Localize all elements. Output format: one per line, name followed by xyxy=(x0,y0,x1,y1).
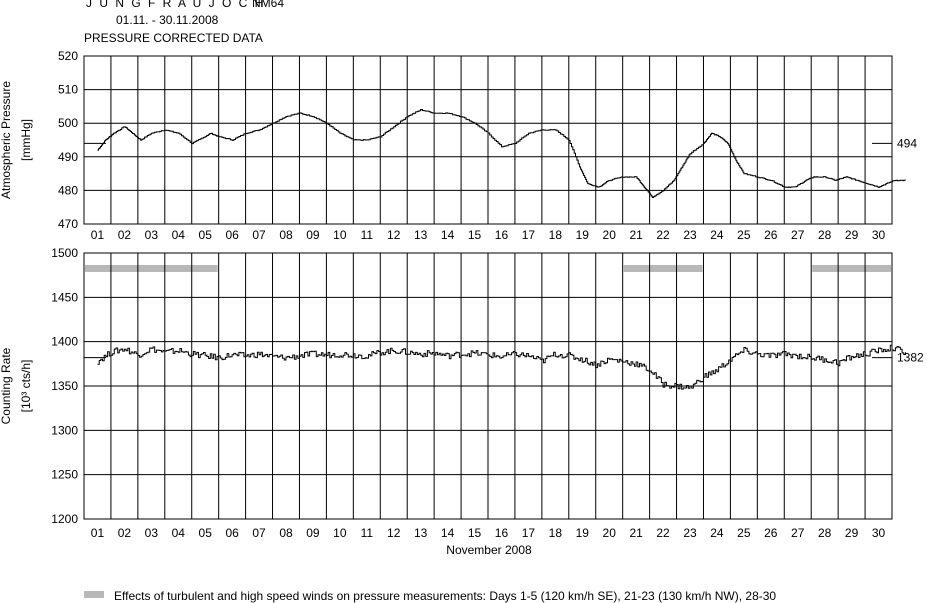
reference-value-label: 1382 xyxy=(897,351,924,365)
x-tick-label: 24 xyxy=(710,228,724,242)
station-name: J U N G F R A U J O C H xyxy=(86,0,266,10)
y-tick-label: 520 xyxy=(58,49,78,63)
x-tick-label: 09 xyxy=(306,228,320,242)
x-tick-label: 05 xyxy=(199,228,213,242)
x-tick-label: 24 xyxy=(710,526,724,540)
series-line xyxy=(97,109,906,198)
x-tick-label: 01 xyxy=(91,526,105,540)
y-tick-label: 1500 xyxy=(51,246,78,260)
x-tick-label: 07 xyxy=(252,526,266,540)
x-tick-label: 19 xyxy=(576,228,590,242)
x-tick-label: 11 xyxy=(361,228,374,242)
y-tick-label: 470 xyxy=(58,217,78,231)
x-tick-label: 20 xyxy=(603,526,617,540)
x-tick-label: 07 xyxy=(252,228,266,242)
x-tick-label: 20 xyxy=(603,228,617,242)
x-tick-label: 08 xyxy=(279,526,293,540)
x-tick-label: 04 xyxy=(172,526,186,540)
x-tick-label: 02 xyxy=(118,526,132,540)
x-tick-label: 29 xyxy=(845,526,859,540)
x-tick-label: 28 xyxy=(818,228,832,242)
month-label: November 2008 xyxy=(446,543,532,557)
x-tick-label: 21 xyxy=(629,526,643,540)
x-tick-label: 29 xyxy=(845,228,859,242)
x-tick-label: 03 xyxy=(145,526,159,540)
x-tick-label: 25 xyxy=(737,228,751,242)
x-tick-label: 23 xyxy=(683,526,697,540)
x-tick-label: 27 xyxy=(791,228,805,242)
y-axis-label: Counting Rate xyxy=(0,347,13,424)
chart-subtitle: PRESSURE CORRECTED DATA xyxy=(84,31,263,45)
x-tick-label: 25 xyxy=(737,526,751,540)
x-tick-label: 18 xyxy=(549,228,563,242)
series-line xyxy=(97,344,906,390)
y-tick-label: 1400 xyxy=(51,335,78,349)
legend-swatch xyxy=(84,591,104,598)
x-tick-label: 04 xyxy=(172,228,186,242)
y-tick-label: 1300 xyxy=(51,423,78,437)
x-tick-label: 11 xyxy=(361,526,374,540)
x-tick-label: 14 xyxy=(441,228,455,242)
x-tick-label: 16 xyxy=(495,228,509,242)
counting-rate-chart: 1200 1250 1300 1350 1400 1450 1500 01 02 03 04 05 06… xyxy=(0,246,924,540)
y-tick-label: 480 xyxy=(58,183,78,197)
x-tick-label: 30 xyxy=(872,228,886,242)
x-tick-label: 26 xyxy=(764,228,778,242)
x-tick-label: 26 xyxy=(764,526,778,540)
x-tick-label: 30 xyxy=(872,526,886,540)
x-tick-label: 09 xyxy=(306,526,320,540)
x-tick-label: 03 xyxy=(145,228,159,242)
y-axis-label: Atmospheric Pressure xyxy=(0,81,13,199)
x-tick-label: 22 xyxy=(656,526,670,540)
x-tick-label: 17 xyxy=(522,228,536,242)
x-tick-label: 01 xyxy=(91,228,105,242)
x-tick-label: 02 xyxy=(118,228,132,242)
y-axis-unit: [mmHg] xyxy=(19,119,33,161)
x-tick-label: 10 xyxy=(333,526,347,540)
x-tick-label: 10 xyxy=(333,228,347,242)
y-tick-label: 1450 xyxy=(51,290,78,304)
x-tick-label: 05 xyxy=(199,526,213,540)
x-tick-label: 15 xyxy=(468,228,482,242)
date-range: 01.11. - 30.11.2008 xyxy=(116,13,219,27)
monitor-name: NM64 xyxy=(252,0,285,10)
legend-text: Effects of turbulent and high speed wind… xyxy=(114,589,776,603)
y-tick-label: 1250 xyxy=(51,468,78,482)
reference-value-label: 494 xyxy=(897,136,917,150)
x-tick-label: 12 xyxy=(387,526,401,540)
x-tick-label: 16 xyxy=(495,526,509,540)
pressure-chart: 470 480 490 500 510 520 01 02 03 04 05 06 07 08 09 10 11… xyxy=(0,49,917,242)
y-tick-label: 1200 xyxy=(51,512,78,526)
x-tick-label: 06 xyxy=(225,526,239,540)
x-tick-label: 18 xyxy=(549,526,563,540)
y-tick-label: 510 xyxy=(58,83,78,97)
x-tick-label: 13 xyxy=(414,526,428,540)
y-tick-label: 490 xyxy=(58,150,78,164)
y-axis-unit: [10³ cts/h] xyxy=(19,360,33,413)
x-tick-label: 19 xyxy=(576,526,590,540)
x-tick-label: 08 xyxy=(279,228,293,242)
y-tick-label: 500 xyxy=(58,116,78,130)
x-tick-label: 21 xyxy=(629,228,643,242)
x-tick-label: 06 xyxy=(225,228,239,242)
x-tick-label: 22 xyxy=(656,228,670,242)
wind-band xyxy=(623,265,703,272)
y-tick-label: 1350 xyxy=(51,379,78,393)
x-tick-label: 13 xyxy=(414,228,428,242)
x-tick-label: 12 xyxy=(387,228,401,242)
x-tick-label: 23 xyxy=(683,228,697,242)
x-tick-label: 17 xyxy=(522,526,536,540)
x-tick-label: 14 xyxy=(441,526,455,540)
x-tick-label: 28 xyxy=(818,526,832,540)
wind-band xyxy=(812,265,891,272)
wind-band xyxy=(85,265,218,272)
x-tick-label: 27 xyxy=(791,526,805,540)
x-tick-label: 15 xyxy=(468,526,482,540)
